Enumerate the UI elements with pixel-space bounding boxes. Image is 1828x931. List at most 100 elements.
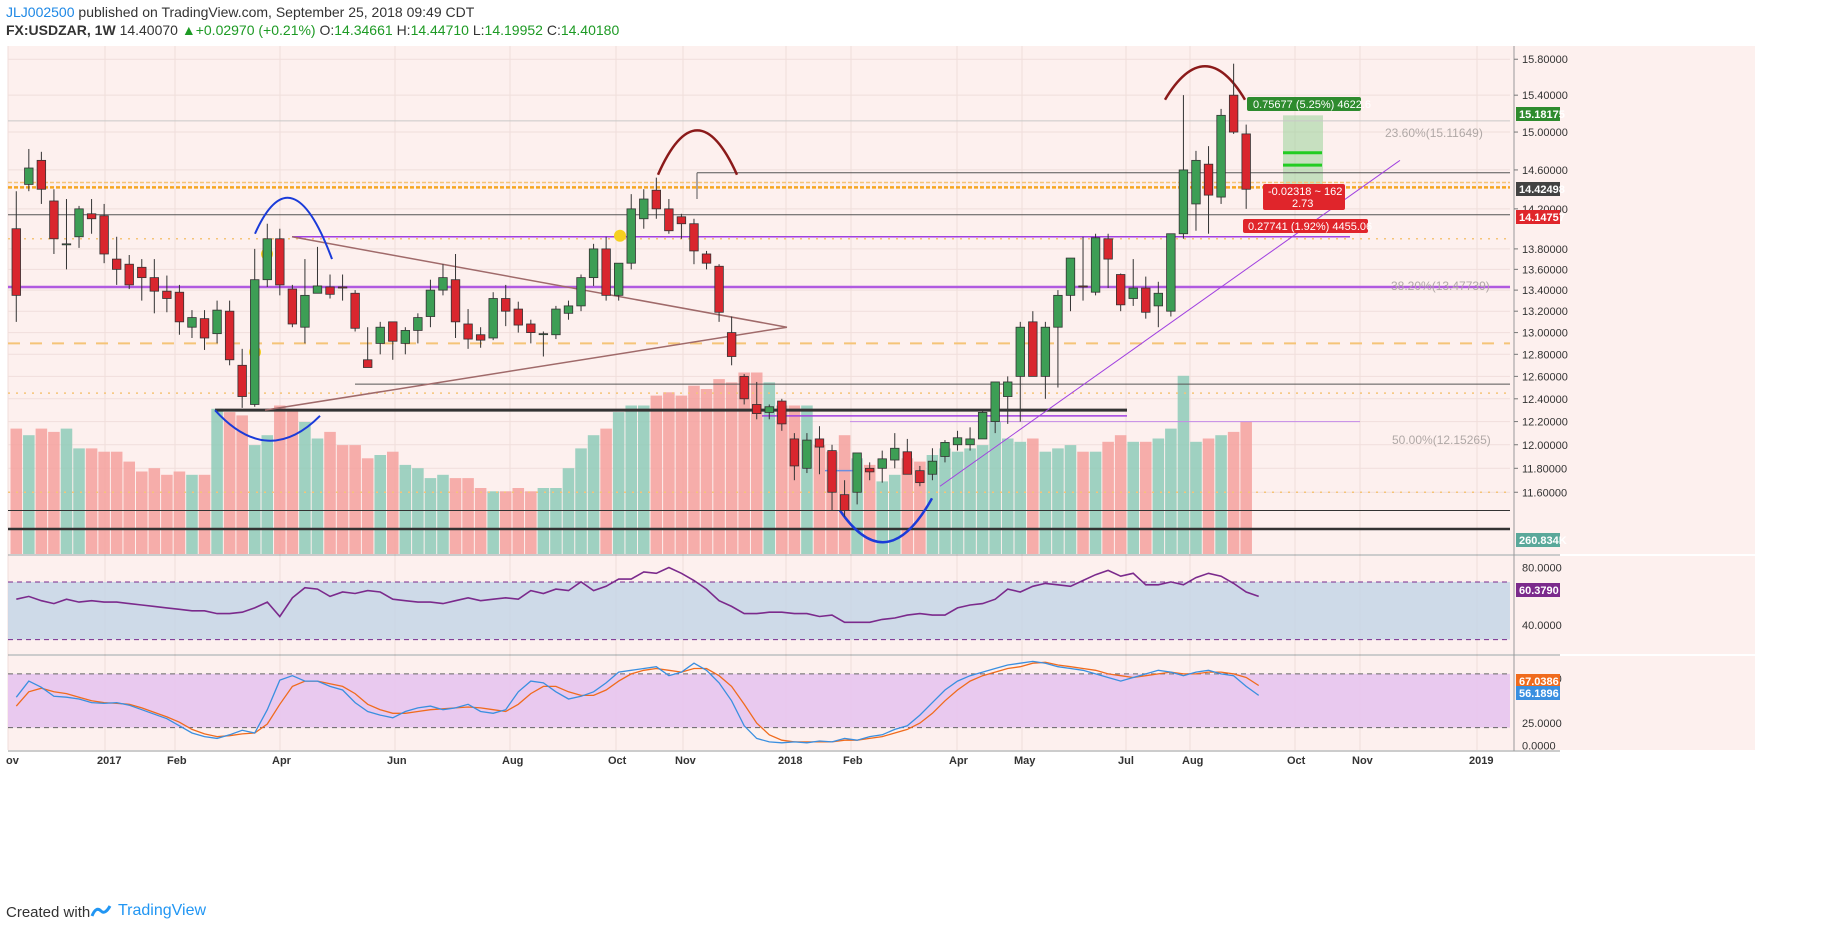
symbol-label: FX:USDZAR, 1W (6, 22, 116, 38)
low-label: L: (472, 22, 485, 38)
candle-body (814, 438, 825, 448)
volume-bar (537, 488, 550, 554)
time-tick-label: Feb (843, 755, 863, 767)
volume-bar (35, 428, 48, 554)
volume-bar (1165, 428, 1177, 554)
right-arc (1163, 65, 1247, 101)
marker-dot (614, 229, 626, 242)
candle-body (475, 334, 486, 341)
tradingview-link[interactable]: TradingView (90, 902, 206, 920)
volume-bar (750, 372, 763, 554)
ohlc-line: FX:USDZAR, 1W 14.40070 ▲+0.02970 (+0.21%… (6, 22, 619, 38)
candle-body (1216, 114, 1226, 198)
volume-bar (374, 455, 386, 554)
tag-stoch-d: 67.0386 (1519, 676, 1559, 688)
tradingview-logo-icon (90, 905, 112, 917)
time-tick-label: Jun (387, 755, 407, 767)
volume-bar (437, 474, 449, 554)
tag-stoch-d-box (1516, 674, 1560, 688)
volume-bar (60, 428, 73, 554)
time-tick-label: Nov (675, 755, 697, 767)
measure-mid-line2: 2.73 (1292, 198, 1313, 210)
candle-body (890, 447, 900, 461)
volume-bar (512, 488, 525, 554)
price-tick-label: 15.80000 (1522, 54, 1568, 66)
candle-body (312, 285, 323, 294)
price-tick-label: 13.00000 (1522, 328, 1568, 340)
stoch-k-line (15, 660, 1260, 744)
candle-body (137, 266, 147, 279)
volume-bar (1202, 438, 1215, 554)
oscillator-lines (8, 46, 1560, 752)
measure-up-label: 0.75677 (5.25%) 4622.6 (1253, 99, 1371, 111)
candle-body (275, 238, 285, 286)
volume-bar (1001, 438, 1014, 554)
candle-body (789, 438, 800, 467)
chart-header: JLJ002500 published on TradingView.com, … (0, 0, 1828, 46)
rsi-band (8, 581, 1510, 640)
author-link[interactable]: JLJ002500 (6, 4, 75, 20)
volume-bar (299, 422, 311, 554)
volume-bar (989, 422, 1001, 554)
candle-body (664, 208, 674, 232)
tag-red-box (1516, 210, 1560, 224)
candle-body (877, 458, 887, 469)
volume-bar (675, 395, 688, 554)
volume-bar (186, 474, 198, 554)
tag-dark: 14.42498 (1519, 184, 1565, 196)
footer: Created with TradingView (0, 892, 1828, 931)
candle-body (1053, 294, 1063, 328)
candle-body (1090, 237, 1101, 293)
time-axis[interactable]: ov 2017 Feb Apr Jun Aug Oct Nov 2018 Feb Apr May Jul… (6, 755, 1493, 767)
price-axis[interactable]: 15.8000015.4000015.0000014.6000014.20000… (1514, 54, 1568, 753)
volume-bar (1152, 438, 1165, 554)
candle-body (212, 309, 222, 335)
volume-bar (725, 382, 738, 554)
volume-bar (73, 448, 85, 554)
candle-body (576, 277, 586, 307)
candle-body (350, 292, 360, 329)
candle-body (149, 277, 159, 292)
volume-bar (562, 468, 575, 554)
volume-bar (638, 405, 650, 554)
volume-bar (625, 405, 637, 554)
candle-body (902, 451, 912, 475)
time-tick-label: Oct (1287, 755, 1306, 767)
volume-bar (600, 428, 612, 554)
volume-bar (1215, 435, 1227, 554)
candle-body (287, 288, 298, 325)
candle-body (61, 243, 72, 246)
candle-body (224, 310, 235, 361)
candle-body (1191, 159, 1201, 205)
volume-bar (776, 405, 788, 554)
time-tick-label: 2017 (97, 755, 121, 767)
price-tick-label: 13.20000 (1522, 306, 1568, 318)
candle-body (513, 308, 523, 326)
volume-bar (901, 458, 914, 554)
candle-body (865, 467, 875, 473)
candle-body (626, 208, 636, 264)
price-tick-label: 12.60000 (1522, 371, 1568, 383)
time-tick-label: 2019 (1469, 755, 1493, 767)
candle-body (601, 248, 611, 296)
volume-bar (98, 451, 110, 554)
time-tick-label: Aug (502, 755, 523, 767)
candle-body (689, 223, 699, 252)
volume-bar (1014, 441, 1027, 554)
candle-body (375, 326, 385, 344)
price-tick-label: 13.80000 (1522, 244, 1568, 256)
volume-bar (10, 428, 23, 554)
volume-bar (424, 478, 437, 554)
volume-bar (23, 435, 35, 554)
fib-labels: 23.60%(15.11649) 38.20%(13.47739) 50.00%… (1385, 126, 1491, 447)
price-chart[interactable]: 23.60%(15.11649) 38.20%(13.47739) 50.00%… (0, 46, 1828, 892)
candle-body (614, 262, 624, 296)
volume-bar (487, 491, 499, 554)
created-with-label: Created with (6, 904, 91, 921)
publish-line: JLJ002500 published on TradingView.com, … (6, 4, 474, 20)
candle-body (49, 200, 59, 240)
candle-body (363, 359, 373, 368)
shoulder-arc-left (254, 196, 333, 260)
candlestick-series (11, 63, 1251, 517)
tradingview-brand: TradingView (118, 902, 207, 919)
